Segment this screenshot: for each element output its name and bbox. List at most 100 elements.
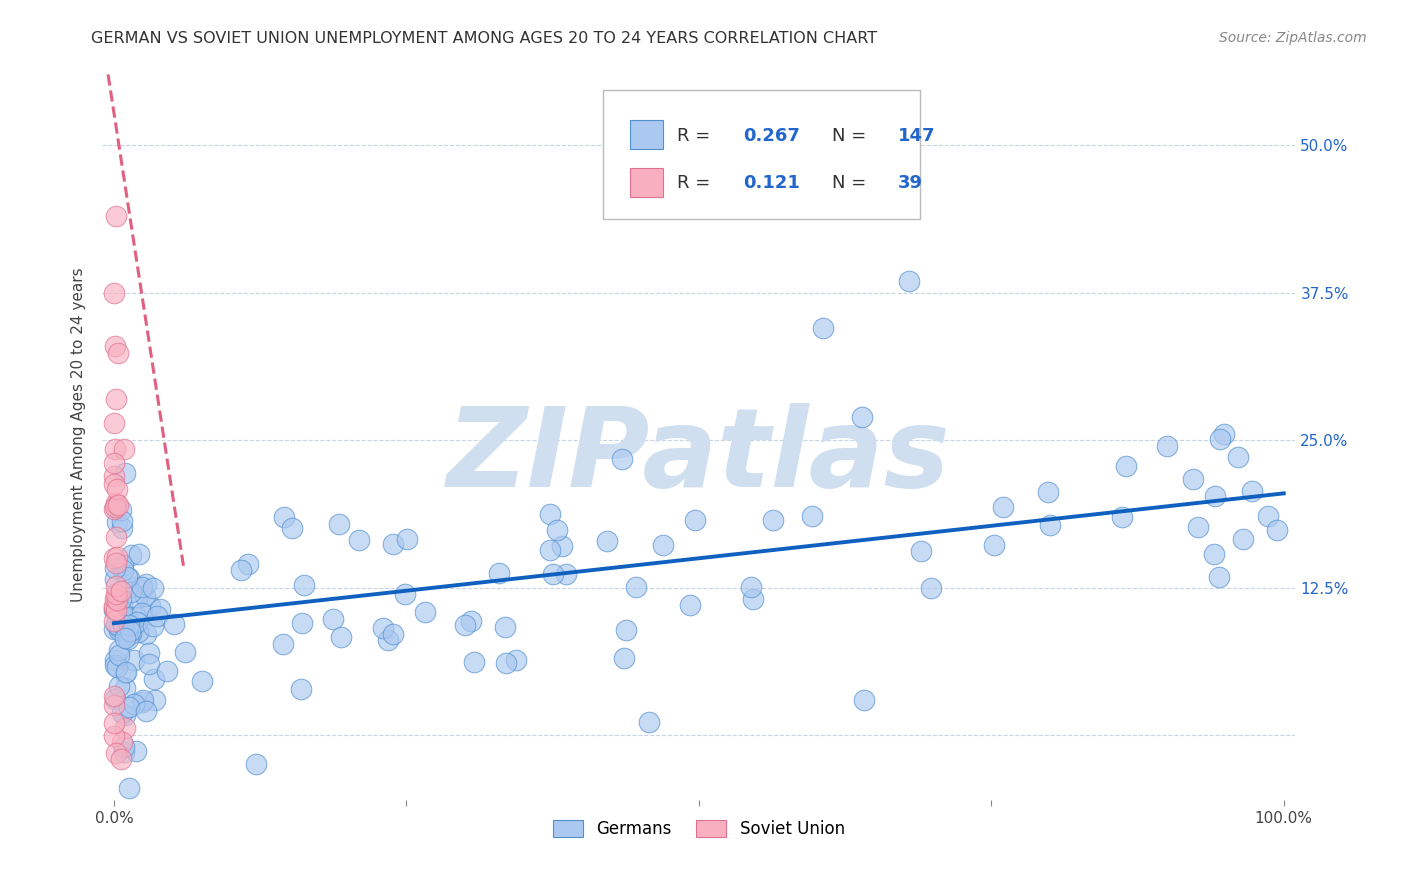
Point — [103, 600, 125, 615]
Point — [105, 588, 128, 602]
Point — [142, 619, 165, 633]
Point — [104, 500, 127, 514]
Point — [540, 543, 562, 558]
Point — [1232, 532, 1254, 546]
Point — [105, 592, 128, 607]
Point — [108, 620, 131, 634]
Point — [920, 582, 942, 596]
Point — [128, 547, 150, 561]
Point — [107, 498, 129, 512]
Point — [103, 477, 125, 491]
Point — [910, 544, 932, 558]
Point — [554, 566, 576, 581]
Point — [132, 693, 155, 707]
Point — [114, 681, 136, 695]
Point — [103, 729, 125, 743]
Text: GERMAN VS SOVIET UNION UNEMPLOYMENT AMONG AGES 20 TO 24 YEARS CORRELATION CHART: GERMAN VS SOVIET UNION UNEMPLOYMENT AMON… — [91, 31, 877, 46]
Point — [111, 563, 134, 577]
Point — [110, 584, 132, 599]
Text: ZIPatlas: ZIPatlas — [447, 403, 950, 510]
Point — [103, 599, 125, 613]
Point — [103, 698, 125, 712]
Point — [103, 622, 125, 636]
Point — [741, 592, 763, 607]
Point — [1111, 510, 1133, 524]
Point — [322, 612, 344, 626]
Point — [551, 539, 574, 553]
Point — [142, 672, 165, 686]
Point — [1039, 518, 1062, 533]
Point — [538, 507, 561, 521]
Point — [104, 657, 127, 672]
Point — [1204, 548, 1226, 562]
Point — [494, 620, 516, 634]
Point — [118, 618, 141, 632]
Point — [245, 756, 267, 771]
Point — [111, 515, 134, 529]
Y-axis label: Unemployment Among Ages 20 to 24 years: Unemployment Among Ages 20 to 24 years — [72, 267, 86, 602]
Point — [103, 551, 125, 566]
Point — [104, 530, 127, 544]
Point — [377, 632, 399, 647]
Point — [138, 646, 160, 660]
Point — [127, 591, 149, 606]
Point — [991, 500, 1014, 514]
Point — [1257, 508, 1279, 523]
Point — [125, 580, 148, 594]
Point — [1181, 472, 1204, 486]
Point — [104, 339, 127, 353]
Point — [236, 557, 259, 571]
Point — [231, 563, 253, 577]
Point — [624, 580, 647, 594]
Point — [108, 679, 131, 693]
Point — [156, 664, 179, 678]
Point — [118, 628, 141, 642]
Point — [107, 648, 129, 662]
Point — [104, 556, 127, 570]
Point — [103, 653, 125, 667]
Point — [103, 614, 125, 628]
Point — [1204, 489, 1226, 503]
Point — [395, 532, 418, 546]
Point — [112, 740, 135, 755]
Point — [413, 606, 436, 620]
Point — [108, 624, 131, 638]
Point — [651, 537, 673, 551]
Point — [679, 598, 702, 612]
FancyBboxPatch shape — [603, 90, 920, 219]
Point — [104, 603, 127, 617]
Text: R =: R = — [678, 127, 717, 145]
Point — [139, 599, 162, 613]
Point — [762, 513, 785, 527]
Point — [138, 657, 160, 671]
Point — [125, 609, 148, 624]
Point — [1265, 524, 1288, 538]
Point — [613, 651, 636, 665]
Point — [1187, 520, 1209, 534]
Point — [983, 538, 1005, 552]
Point — [127, 625, 149, 640]
Point — [271, 637, 294, 651]
Point — [105, 482, 128, 496]
Point — [122, 653, 145, 667]
FancyBboxPatch shape — [630, 168, 664, 196]
Point — [148, 602, 170, 616]
Point — [131, 695, 153, 709]
Point — [143, 693, 166, 707]
Point — [505, 653, 527, 667]
Point — [111, 558, 134, 573]
Point — [1038, 485, 1060, 500]
Point — [111, 521, 134, 535]
Point — [103, 501, 125, 516]
Point — [800, 508, 823, 523]
Point — [488, 566, 510, 580]
Point — [371, 621, 394, 635]
Point — [328, 516, 350, 531]
Point — [103, 716, 125, 731]
Point — [103, 692, 125, 706]
Point — [851, 409, 873, 424]
Point — [105, 392, 128, 406]
Text: 39: 39 — [898, 175, 924, 193]
Point — [637, 715, 659, 730]
Point — [105, 660, 128, 674]
